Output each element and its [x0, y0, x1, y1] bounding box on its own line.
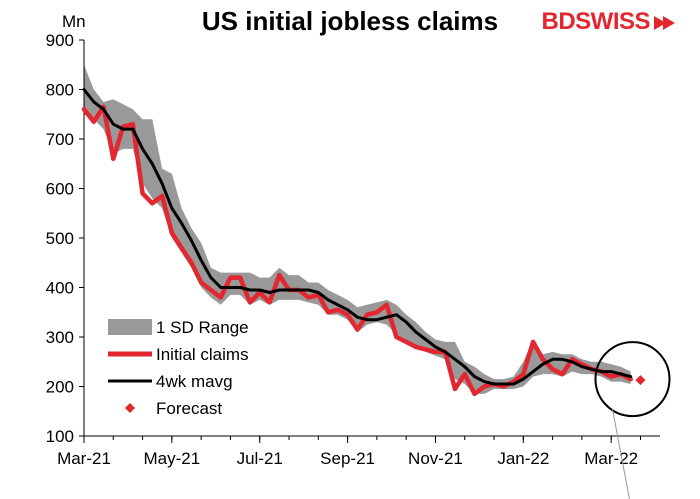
mavg-4wk-line: [82, 88, 633, 386]
y-tick-label: 900: [46, 31, 74, 50]
forecast-point: [635, 375, 646, 386]
annotation-circle: [594, 341, 671, 418]
legend-initial-claims: Initial claims: [156, 345, 249, 364]
logo-arrow-icon: [654, 15, 675, 30]
x-tick-label: Jul-21: [237, 449, 283, 468]
legend-forecast: Forecast: [156, 399, 222, 418]
y-tick-label: 100: [46, 427, 74, 446]
annotation-layer: [594, 341, 671, 499]
y-tick-label: 800: [46, 81, 74, 100]
y-tick-label: 600: [46, 180, 74, 199]
legend-layer: 1 SD Range Initial claims 4wk mavg Forecast: [108, 318, 249, 418]
logo-swiss-text: SWISS: [575, 8, 650, 35]
y-tick-label: 300: [46, 328, 74, 347]
y-tick-label: 200: [46, 378, 74, 397]
x-tick-label: Sep-21: [320, 449, 375, 468]
y-axis-unit-label: Mn: [62, 12, 86, 31]
x-tick-label: Mar-22: [584, 449, 638, 468]
x-tick-label: May-21: [144, 449, 201, 468]
x-tick-label: Mar-21: [57, 449, 111, 468]
legend-4wk-mavg: 4wk mavg: [156, 372, 233, 391]
x-tick-label: Nov-21: [408, 449, 463, 468]
initial-claims-line: [81, 104, 633, 397]
axes-layer: 100 200 300 400 500 600 700 800 900 Mar-21 May-21 J…: [46, 31, 660, 468]
legend-swatch-range: [108, 319, 152, 335]
legend-sd-range: 1 SD Range: [156, 318, 249, 337]
x-tick-label: Jan-22: [497, 449, 549, 468]
legend-swatch-forecast: [125, 403, 135, 413]
bdswiss-logo: BDSWISS: [541, 8, 678, 36]
y-tick-label: 500: [46, 229, 74, 248]
y-tick-label: 700: [46, 130, 74, 149]
logo-bd-text: BD: [541, 8, 576, 35]
annotation-pointer-line: [611, 408, 630, 499]
chart-title: US initial jobless claims: [201, 6, 499, 36]
series-layer: [81, 88, 646, 397]
y-tick-label: 400: [46, 279, 74, 298]
